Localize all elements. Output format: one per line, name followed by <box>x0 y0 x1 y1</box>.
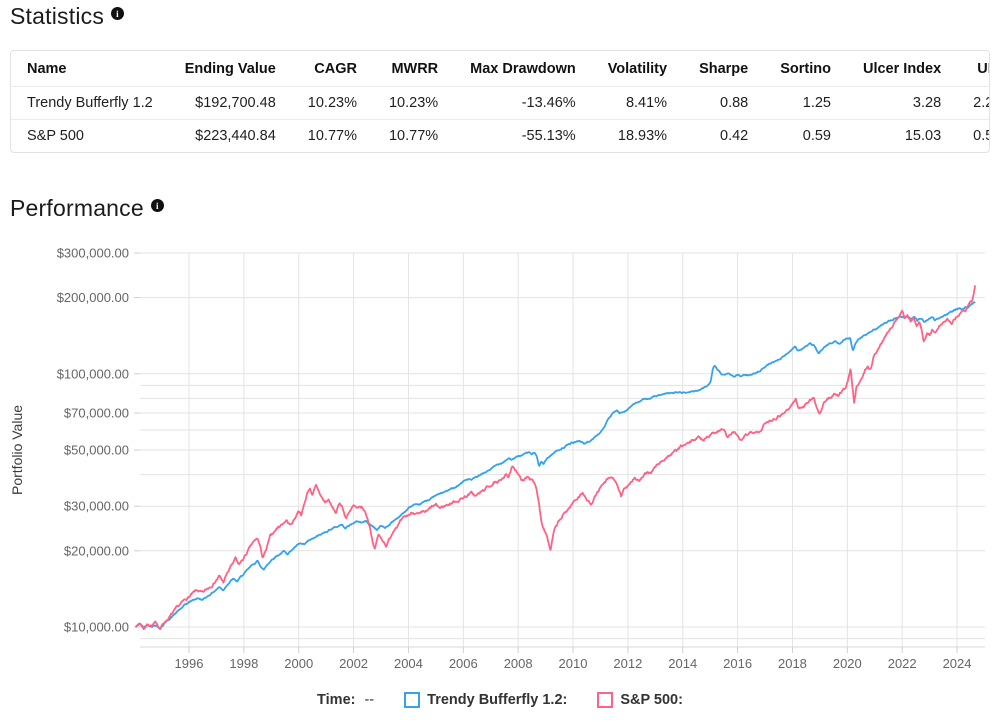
legend-label-s-p-500: S&P 500: <box>620 692 683 708</box>
column-header-cagr: CAGR <box>314 61 357 77</box>
cell-sharpe: 0.88 <box>683 86 765 120</box>
cell-name: Trendy Bufferfly 1.2 <box>11 86 169 120</box>
statistics-table-header: Name Ending Value CAGR MWRR Max Drawdown Vola… <box>11 51 989 87</box>
statistics-table: Name Ending Value CAGR MWRR Max Drawdown Vola… <box>10 50 990 153</box>
y-tick-label: $70,000.00 <box>64 406 129 421</box>
x-tick-label: 2014 <box>668 656 697 671</box>
series-line-s-p-500 <box>135 285 976 631</box>
statistics-info-icon[interactable]: i <box>111 7 125 20</box>
performance-section-title: Performance i <box>10 194 164 222</box>
y-tick-label: $30,000.00 <box>64 499 129 514</box>
cell-volatility: 8.41% <box>591 86 684 120</box>
cell-upi: 2.25 <box>957 86 989 120</box>
table-row: S&P 500 $223,440.84 10.77% 10.77% -55.13% 18.… <box>11 119 989 152</box>
y-tick-label: $300,000.00 <box>57 246 129 261</box>
x-tick-label: 2022 <box>888 656 917 671</box>
legend-item-trendy-bufferfly-1-2[interactable]: Trendy Bufferfly 1.2: <box>404 692 567 708</box>
y-axis-title: Portfolio Value <box>9 405 25 495</box>
column-header-ending-value: Ending Value <box>184 61 276 77</box>
legend-time: Time: -- <box>317 692 374 708</box>
legend-time-value: -- <box>364 692 375 708</box>
x-tick-label: 2020 <box>833 656 862 671</box>
x-tick-label: 2002 <box>339 656 368 671</box>
table-row: Trendy Bufferfly 1.2 $192,700.48 10.23% 10.… <box>11 86 989 120</box>
x-tick-label: 2016 <box>723 656 752 671</box>
cell-sortino: 0.59 <box>764 119 847 152</box>
cell-volatility: 18.93% <box>591 119 684 152</box>
cell-sharpe: 0.42 <box>683 119 765 152</box>
column-header-ulcer-index: Ulcer Index <box>862 61 942 77</box>
column-header-sortino: Sortino <box>780 61 831 77</box>
x-tick-label: 2010 <box>559 656 588 671</box>
column-header-volatility: Volatility <box>607 61 668 77</box>
series-line-trendy-bufferfly-1-2 <box>135 301 976 629</box>
cell-max-drawdown: -13.46% <box>454 86 592 120</box>
y-tick-label: $10,000.00 <box>64 620 129 635</box>
column-header-sharpe: Sharpe <box>699 61 749 77</box>
x-tick-label: 2018 <box>778 656 807 671</box>
legend-time-label: Time: <box>317 692 356 708</box>
column-header-mwrr: MWRR <box>391 61 439 77</box>
statistics-section-title: Statistics i <box>10 2 125 30</box>
column-header-max-drawdown: Max Drawdown <box>470 61 576 77</box>
cell-upi: 0.52 <box>957 119 989 152</box>
cell-max-drawdown: -55.13% <box>454 119 592 152</box>
x-tick-label: 1996 <box>175 656 204 671</box>
cell-ending-value: $192,700.48 <box>168 86 292 120</box>
legend-item-s-p-500[interactable]: S&P 500: <box>597 692 683 708</box>
column-header-name: Name <box>27 61 67 77</box>
performance-title-text: Performance <box>10 195 144 221</box>
y-tick-label: $100,000.00 <box>57 366 129 381</box>
cell-sortino: 1.25 <box>764 86 847 120</box>
legend-swatch-s-p-500 <box>597 692 614 708</box>
cell-mwrr: 10.77% <box>372 119 455 152</box>
legend-swatch-trendy-bufferfly-1-2 <box>404 692 421 708</box>
chart-legend: Time: -- Trendy Bufferfly 1.2: S&P 500: <box>0 692 1000 708</box>
performance-chart[interactable]: $300,000.00 $200,000.00 $100,000.00 $70,000… <box>0 238 1000 680</box>
x-tick-label: 2008 <box>504 656 533 671</box>
cell-ending-value: $223,440.84 <box>168 119 292 152</box>
performance-info-icon[interactable]: i <box>150 199 164 212</box>
cell-mwrr: 10.23% <box>372 86 455 120</box>
x-tick-label: 2004 <box>394 656 423 671</box>
statistics-title-text: Statistics <box>10 3 105 29</box>
cell-name: S&P 500 <box>11 119 169 152</box>
column-header-upi: UPI <box>977 61 989 77</box>
cell-cagr: 10.23% <box>291 86 373 120</box>
cell-ulcer-index: 15.03 <box>846 119 958 152</box>
cell-cagr: 10.77% <box>291 119 373 152</box>
y-tick-label: $200,000.00 <box>57 290 129 305</box>
y-tick-label: $20,000.00 <box>64 543 129 558</box>
y-tick-label: $50,000.00 <box>64 443 129 458</box>
x-tick-label: 2000 <box>284 656 313 671</box>
x-tick-label: 2006 <box>449 656 478 671</box>
legend-label-trendy-bufferfly-1-2: Trendy Bufferfly 1.2: <box>427 692 568 708</box>
x-tick-label: 2024 <box>943 656 972 671</box>
x-tick-label: 2012 <box>613 656 642 671</box>
x-tick-label: 1998 <box>229 656 258 671</box>
cell-ulcer-index: 3.28 <box>846 86 958 120</box>
